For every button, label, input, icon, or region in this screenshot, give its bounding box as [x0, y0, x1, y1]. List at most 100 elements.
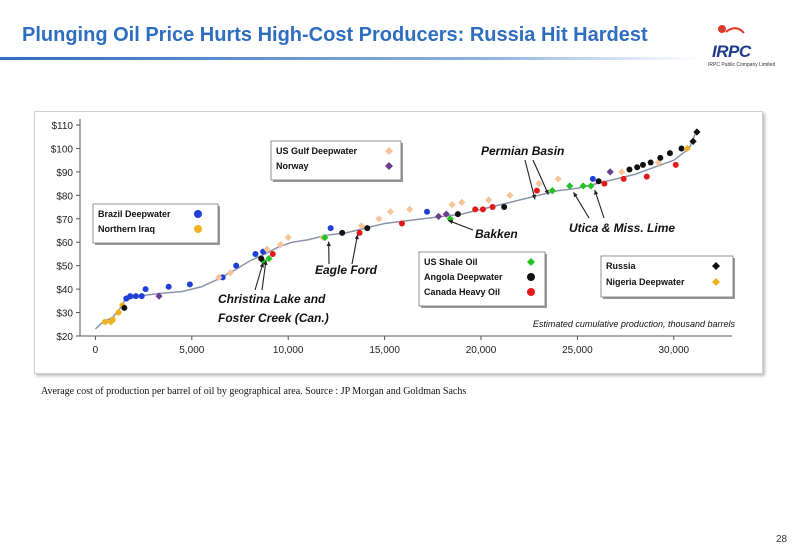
annotation-label: Bakken [475, 227, 518, 241]
y-tick-label: $60 [56, 238, 73, 249]
angola-deepwater-point [595, 178, 602, 185]
x-tick-label: 0 [93, 345, 99, 356]
canada-heavy-oil-point [269, 250, 276, 257]
us-shale-oil-point [579, 182, 587, 190]
us-gulf-deepwater-point [654, 158, 662, 167]
us-gulf-deepwater-point [375, 215, 383, 223]
legend-label: Russia [606, 261, 637, 271]
annotation-arrow [261, 260, 267, 291]
us-gulf-deepwater-point [448, 201, 456, 209]
irpc-logo-subtext: IRPC Public Company Limited [708, 62, 776, 68]
angola-deepwater-point [666, 150, 673, 157]
angola-deepwater-point [657, 154, 664, 161]
annotation-label: Foster Creek (Can.) [218, 311, 329, 325]
annotation-label: Eagle Ford [315, 263, 378, 277]
y-tick-label: $40 [56, 285, 73, 296]
slide-title: Plunging Oil Price Hurts High-Cost Produ… [22, 24, 648, 46]
us-gulf-deepwater-point [276, 240, 285, 249]
brazil-deepwater-point [252, 250, 259, 257]
canada-heavy-oil-point [479, 206, 486, 213]
legend-marker [194, 210, 202, 218]
us-gulf-deepwater-point [506, 191, 514, 199]
legend-marker [527, 273, 535, 281]
norway-point [434, 212, 443, 221]
legend-label: US Shale Oil [424, 257, 478, 267]
brazil-deepwater-point [233, 262, 240, 269]
brazil-deepwater-point [165, 283, 172, 290]
us-gulf-deepwater-point [406, 205, 414, 213]
y-tick-label: $110 [51, 121, 73, 132]
y-tick-label: $20 [56, 332, 73, 343]
angola-deepwater-point [626, 166, 633, 173]
annotation-arrow [254, 262, 264, 291]
us-shale-oil-point [321, 233, 329, 242]
y-tick-label: $80 [56, 191, 73, 202]
annotation-arrowhead [448, 220, 454, 225]
us-gulf-deepwater-point [618, 168, 626, 176]
us-gulf-deepwater-point [535, 180, 543, 188]
y-tick-label: $50 [56, 262, 73, 273]
annotation-arrowhead [326, 241, 331, 247]
angola-deepwater-point [501, 204, 508, 211]
us-gulf-deepwater-point [458, 198, 466, 206]
annotation-arrow [351, 234, 359, 265]
y-tick-label: $30 [56, 309, 73, 320]
brazil-deepwater-point [186, 281, 193, 288]
angola-deepwater-point [639, 161, 646, 168]
nigeria-deepwater-point [683, 144, 691, 153]
northern-iraq-point [102, 318, 109, 325]
norway-point [442, 210, 450, 218]
legend-label: Northern Iraq [98, 224, 155, 234]
us-gulf-deepwater-point [386, 208, 394, 216]
brazil-deepwater-point [127, 293, 134, 300]
legend-box [418, 251, 546, 307]
annotation-arrowhead [594, 189, 599, 195]
annotation-label: Permian Basin [481, 144, 564, 158]
annotation-arrow [532, 159, 549, 195]
legend-box [270, 140, 402, 181]
legend-label: Nigeria Deepwater [606, 277, 685, 287]
us-gulf-deepwater-point [554, 175, 562, 183]
brazil-deepwater-point [219, 274, 226, 281]
us-gulf-deepwater-point [485, 196, 493, 204]
legend-label: Angola Deepwater [424, 272, 503, 282]
annotation-label: Christina Lake and [218, 292, 326, 306]
canada-heavy-oil-point [643, 173, 650, 180]
x-tick-label: 20,000 [466, 345, 497, 356]
angola-deepwater-point [647, 159, 654, 166]
brazil-deepwater-point [138, 293, 145, 300]
angola-deepwater-point [258, 255, 265, 262]
legend-marker [527, 288, 535, 296]
annotation-arrow [573, 192, 590, 219]
legend-label: Norway [276, 161, 309, 171]
legend-marker [385, 162, 393, 170]
canada-heavy-oil-point [489, 204, 496, 211]
annotation-arrowhead [544, 189, 549, 195]
canada-heavy-oil-point [356, 229, 363, 236]
angola-deepwater-point [678, 145, 685, 152]
legend-marker [712, 262, 720, 270]
northern-iraq-point [115, 309, 122, 316]
brazil-deepwater-point [589, 175, 596, 182]
legend-label: Brazil Deepwater [98, 209, 171, 219]
russia-point [693, 128, 701, 136]
angola-deepwater-point [634, 164, 641, 171]
canada-heavy-oil-point [672, 161, 679, 168]
canada-heavy-oil-point [601, 180, 608, 187]
norway-point [155, 292, 163, 300]
x-tick-label: 25,000 [562, 345, 593, 356]
annotation-arrow [594, 189, 605, 219]
angola-deepwater-point [339, 229, 346, 236]
angola-deepwater-point [454, 211, 461, 218]
legend-marker [712, 278, 720, 286]
annotation-arrowhead [354, 234, 359, 240]
page-number: 28 [776, 534, 788, 545]
brazil-deepwater-point [132, 293, 139, 300]
us-gulf-deepwater-point [357, 222, 366, 230]
us-gulf-deepwater-point [284, 233, 292, 242]
title-underline [0, 57, 700, 60]
russia-point [689, 137, 697, 146]
irpc-logo-mark [718, 25, 745, 34]
legend-label: US Gulf Deepwater [276, 146, 358, 156]
legend-box [600, 255, 734, 298]
